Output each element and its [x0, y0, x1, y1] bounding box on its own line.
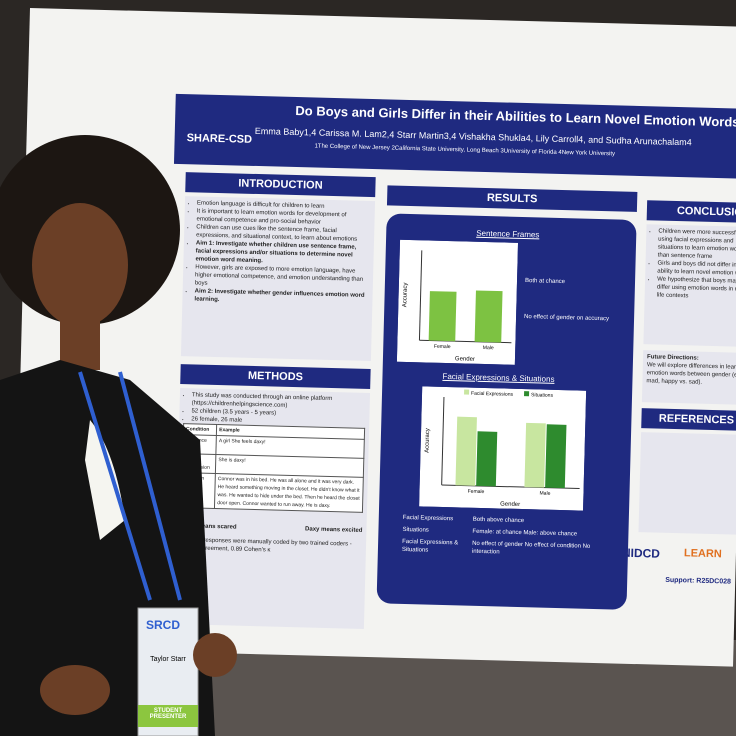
x-axis-label: Gender [500, 501, 520, 508]
x-tick-label: Male [483, 345, 494, 351]
legend-label: Facial Expressions [471, 391, 514, 398]
legend-label: Situations [531, 392, 554, 399]
bar [428, 291, 457, 342]
legend-swatch [524, 391, 530, 397]
bar [476, 431, 498, 487]
facial-chart: Accuracy Gender Female Male Facial Expressio… [419, 386, 587, 511]
poster: SHARE-CSD Do Boys and Girls Differ in th… [13, 8, 736, 667]
results-panel: Sentence Frames Accuracy Gender Female Male… [376, 213, 637, 610]
axis [418, 250, 423, 341]
bar [474, 290, 503, 343]
bar [524, 422, 546, 488]
legend-swatch [464, 389, 470, 395]
x-tick-label: Male [539, 491, 550, 497]
badge-ribbon: STUDENT PRESENTER [149, 708, 187, 720]
axis [441, 396, 445, 485]
sentence-chart: Accuracy Gender Female Male [396, 239, 519, 365]
badge-name: Taylor Starr [150, 656, 186, 663]
x-tick-label: Female [434, 344, 451, 350]
y-axis-label: Accuracy [402, 283, 409, 308]
x-axis-label: Gender [455, 356, 475, 363]
bar [455, 416, 477, 486]
badge-org: SRCD [146, 618, 181, 632]
x-tick-label: Female [468, 489, 485, 495]
y-axis-label: Accuracy [424, 428, 431, 453]
bar [545, 424, 567, 489]
